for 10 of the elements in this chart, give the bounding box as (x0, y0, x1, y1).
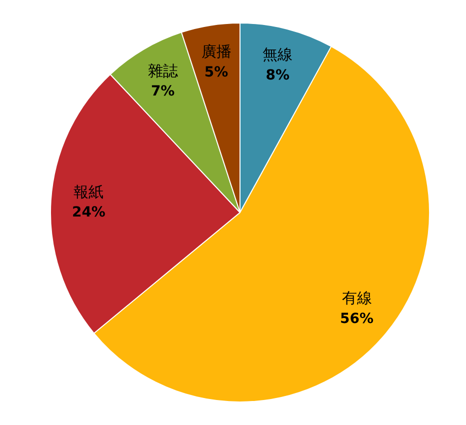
data-label: 8% (266, 67, 290, 84)
slice-label: 雜誌 (148, 62, 178, 80)
data-label: 24% (72, 204, 106, 221)
data-label: 7% (150, 84, 175, 100)
data-label: 56% (340, 310, 374, 327)
slice-label: 有線 (342, 289, 372, 308)
data-label: 5% (204, 64, 228, 80)
slice-label: 廣播 (201, 42, 232, 61)
slice-label: 報紙 (74, 182, 104, 201)
slice-label: 無線 (262, 46, 293, 64)
